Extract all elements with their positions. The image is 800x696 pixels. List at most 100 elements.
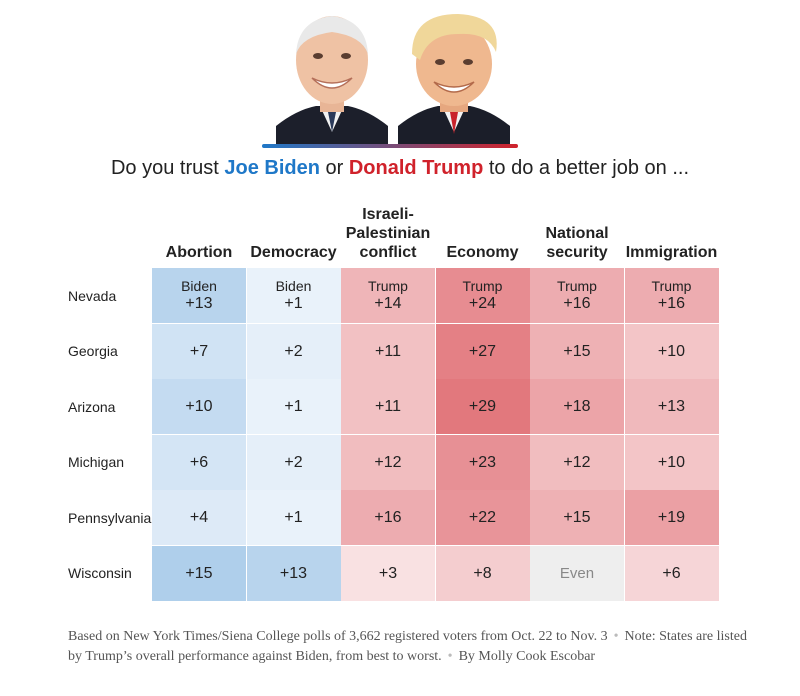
cell-value: +6	[189, 453, 209, 471]
cell-value: +13	[185, 295, 213, 312]
cell-value: +23	[468, 453, 497, 471]
cell-value: +6	[662, 564, 681, 582]
heatmap-cell: +13	[246, 545, 341, 601]
heatmap-cell: +6	[152, 434, 246, 490]
heatmap-cell: Biden +1	[246, 268, 341, 323]
cell-value: +24	[468, 295, 497, 312]
candidate-portraits	[262, 8, 518, 150]
heatmap-cell: Trump +24	[435, 268, 530, 323]
heatmap-cell: Trump +16	[530, 268, 624, 323]
cell-value: +12	[563, 453, 591, 471]
heatmap-cell: Even	[530, 545, 624, 601]
column-header: National security	[545, 225, 609, 261]
cell-value: +7	[189, 342, 209, 360]
heatmap-cell: +15	[530, 323, 624, 379]
heatmap-cell: +10	[152, 379, 246, 434]
row-label: Wisconsin	[68, 565, 132, 581]
byline: By Molly Cook Escobar	[458, 649, 596, 664]
heatmap-cell: Trump +14	[341, 268, 435, 323]
cell-value: +13	[279, 564, 308, 582]
heatmap-cell: +13	[624, 379, 719, 434]
footnote: Based on New York Times/Siena College po…	[68, 627, 748, 667]
row-label: Pennsylvania	[68, 509, 152, 526]
cell-value: +10	[657, 453, 686, 471]
question-prefix: Do you trust	[110, 157, 225, 179]
trump-name: Donald Trump	[348, 157, 484, 179]
biden-name: Joe Biden	[224, 157, 320, 179]
row-label: Arizona	[68, 398, 116, 415]
heatmap-cell: +1	[246, 490, 341, 545]
column-header: Democracy	[250, 244, 337, 261]
heatmap-cell: +10	[624, 434, 719, 490]
cell-value: +8	[473, 564, 492, 582]
row-label: Georgia	[68, 343, 118, 359]
chart-question: Do you trust Joe Biden or Donald Trump t…	[0, 157, 800, 180]
heatmap-cell: Trump +16	[624, 268, 719, 323]
separator-dot: •	[447, 649, 453, 664]
cell-leader-label: Trump	[462, 278, 503, 294]
source-note: Based on New York Times/Siena College po…	[68, 629, 608, 644]
cell-value: +27	[468, 342, 497, 360]
heatmap-cell: +22	[435, 490, 530, 545]
heatmap-cell: +6	[624, 545, 719, 601]
cell-value: +1	[284, 509, 303, 526]
cell-value: +4	[189, 509, 209, 526]
row-label: Nevada	[68, 287, 117, 304]
heatmap-cell: +2	[246, 323, 341, 379]
heatmap-cell: +18	[530, 379, 624, 434]
heatmap-cell: +15	[152, 545, 246, 601]
cell-value: +15	[185, 564, 213, 582]
cell-leader-label: Trump	[651, 278, 692, 294]
cell-value: +2	[284, 342, 303, 360]
method-note: Note: States are listed by Trump’s overa…	[68, 629, 747, 664]
heatmap-cell: +27	[435, 323, 530, 379]
cell-value: +13	[657, 398, 686, 415]
cell-value: +29	[468, 398, 497, 415]
cell-value: +14	[374, 295, 402, 312]
question-suffix: to do a better job on ...	[483, 157, 690, 179]
column-header: Abortion	[165, 244, 233, 261]
question-or: or	[319, 157, 349, 179]
cell-value: +11	[375, 342, 401, 360]
column-header: Economy	[446, 244, 519, 261]
cell-value: +16	[374, 509, 402, 526]
cell-value: +1	[284, 295, 303, 312]
cell-value: +19	[657, 509, 686, 526]
row-label: Michigan	[68, 454, 125, 470]
heatmap-cell: +12	[530, 434, 624, 490]
cell-leader-label: Biden	[181, 278, 217, 294]
column-header: Israeli- Palestinian conflict	[345, 206, 431, 261]
cell-value: +16	[657, 295, 686, 312]
cell-value: +1	[284, 398, 303, 415]
cell-value: +15	[563, 342, 591, 360]
cell-value: +16	[563, 295, 591, 312]
heatmap-cell: +2	[246, 434, 341, 490]
heatmap-cell: +4	[152, 490, 246, 545]
heatmap-cell: +1	[246, 379, 341, 434]
cell-value: +10	[185, 398, 213, 415]
heatmap-cell: +12	[341, 434, 435, 490]
heatmap-cell: +19	[624, 490, 719, 545]
cell-value: Even	[559, 564, 595, 582]
cell-value: +10	[657, 342, 686, 360]
heatmap-cell: +16	[341, 490, 435, 545]
heatmap-cell: +7	[152, 323, 246, 379]
heatmap-cell: +11	[341, 323, 435, 379]
cell-value: +2	[284, 453, 303, 471]
cell-value: +11	[375, 398, 401, 415]
candidate-gradient-underline	[262, 144, 518, 148]
cell-value: +18	[563, 398, 591, 415]
heatmap-cell: Biden +13	[152, 268, 246, 323]
heatmap-cell: +3	[341, 545, 435, 601]
cell-value: +15	[563, 509, 591, 526]
biden-portrait	[276, 8, 388, 144]
heatmap-cell: +23	[435, 434, 530, 490]
cell-leader-label: Trump	[368, 278, 408, 294]
trump-portrait	[398, 8, 510, 144]
column-header: Immigration	[625, 244, 718, 261]
heatmap-cell: +8	[435, 545, 530, 601]
separator-dot: •	[613, 629, 619, 644]
cell-value: +3	[378, 564, 398, 582]
cell-value: +22	[468, 509, 497, 526]
heatmap-cell: +15	[530, 490, 624, 545]
